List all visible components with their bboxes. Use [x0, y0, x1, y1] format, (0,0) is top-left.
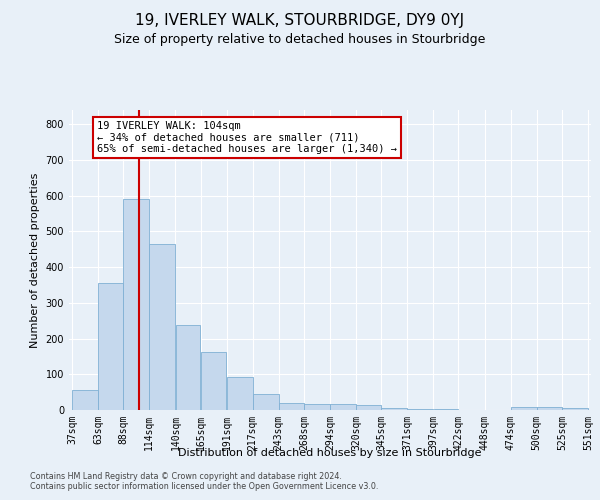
Bar [356, 406, 381, 410]
Y-axis label: Number of detached properties: Number of detached properties [30, 172, 40, 348]
Bar [382, 408, 407, 410]
Bar [330, 404, 356, 410]
Bar [537, 407, 562, 410]
Bar [253, 394, 278, 410]
Text: Size of property relative to detached houses in Stourbridge: Size of property relative to detached ho… [115, 32, 485, 46]
Bar [72, 390, 98, 410]
Text: 19 IVERLEY WALK: 104sqm
← 34% of detached houses are smaller (711)
65% of semi-d: 19 IVERLEY WALK: 104sqm ← 34% of detache… [97, 120, 397, 154]
Bar [227, 377, 253, 410]
Bar [124, 200, 149, 410]
Bar [176, 326, 200, 410]
Bar [511, 407, 536, 410]
Bar [98, 283, 123, 410]
Text: 19, IVERLEY WALK, STOURBRIDGE, DY9 0YJ: 19, IVERLEY WALK, STOURBRIDGE, DY9 0YJ [136, 12, 464, 28]
Bar [304, 404, 330, 410]
Bar [407, 409, 433, 410]
Bar [562, 408, 588, 410]
Bar [279, 403, 304, 410]
Text: Distribution of detached houses by size in Stourbridge: Distribution of detached houses by size … [178, 448, 482, 458]
Bar [149, 244, 175, 410]
Bar [200, 352, 226, 410]
Text: Contains public sector information licensed under the Open Government Licence v3: Contains public sector information licen… [30, 482, 379, 491]
Text: Contains HM Land Registry data © Crown copyright and database right 2024.: Contains HM Land Registry data © Crown c… [30, 472, 342, 481]
